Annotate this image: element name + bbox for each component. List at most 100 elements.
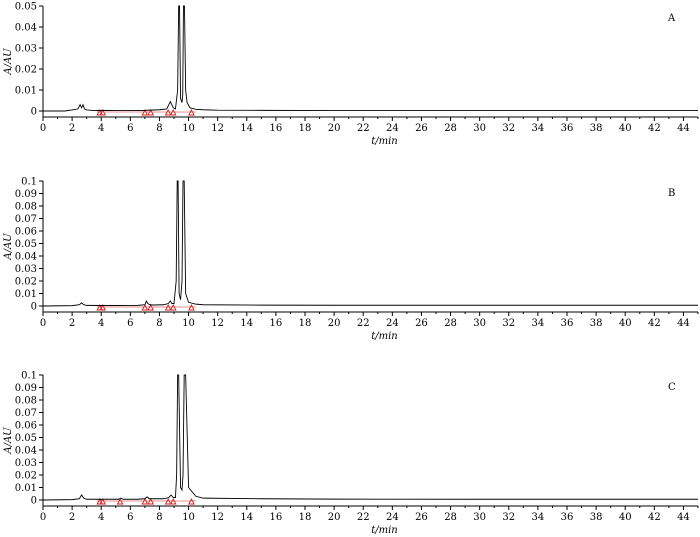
x-tick-label: 0 — [40, 318, 46, 329]
x-tick-label: 16 — [270, 512, 283, 523]
y-tick-label: 0 — [31, 107, 37, 118]
x-tick-label: 4 — [98, 123, 104, 134]
y-tick-label: 0.04 — [15, 446, 37, 457]
x-tick-label: 8 — [156, 318, 162, 329]
peak-marker — [169, 498, 177, 505]
x-tick-label: 30 — [473, 123, 486, 134]
panel-label: B — [668, 188, 675, 199]
x-tick-label: 24 — [386, 318, 399, 329]
y-axis-label: A/AU — [3, 233, 14, 261]
x-tick-label: 2 — [69, 123, 75, 134]
y-tick-label: 0.01 — [15, 483, 37, 494]
x-tick-label: 20 — [328, 512, 341, 523]
x-tick-label: 40 — [619, 512, 632, 523]
peak-marker — [169, 109, 177, 116]
x-tick-label: 28 — [444, 123, 457, 134]
x-tick-label: 0 — [40, 123, 46, 134]
x-tick-label: 34 — [532, 318, 545, 329]
x-axis-label: t/min — [371, 136, 398, 147]
y-tick-label: 0.01 — [15, 289, 37, 300]
y-axis-label: A/AU — [3, 427, 14, 455]
x-tick-label: 12 — [211, 318, 224, 329]
x-tick-label: 38 — [590, 318, 603, 329]
peak-marker — [116, 498, 124, 505]
y-tick-label: 0.05 — [15, 239, 37, 250]
panel-label: A — [667, 13, 676, 24]
peak-marker — [188, 498, 195, 505]
x-tick-label: 22 — [357, 318, 370, 329]
y-tick-label: 0 — [31, 302, 37, 313]
peak-marker — [147, 498, 155, 505]
peak-marker — [99, 304, 107, 311]
x-tick-label: 4 — [98, 512, 104, 523]
x-tick-label: 44 — [677, 318, 690, 329]
x-tick-label: 22 — [357, 512, 370, 523]
x-tick-label: 24 — [386, 123, 399, 134]
x-tick-label: 36 — [561, 318, 574, 329]
y-tick-label: 0.03 — [15, 44, 37, 55]
x-tick-label: 34 — [532, 512, 545, 523]
x-tick-label: 44 — [677, 123, 690, 134]
x-tick-label: 8 — [156, 123, 162, 134]
x-tick-label: 20 — [328, 123, 341, 134]
peak-marker — [141, 109, 149, 116]
y-tick-label: 0.02 — [15, 65, 37, 76]
x-tick-label: 8 — [156, 512, 162, 523]
y-tick-label: 0.08 — [15, 396, 37, 407]
peak-marker — [147, 304, 155, 311]
peak-marker — [164, 304, 172, 311]
chart-panel-B: 0 0.010.02 0.030.04 0.050.06 0.070.08 0.090.1… — [3, 177, 699, 342]
y-axis-label: A/AU — [3, 48, 14, 76]
x-tick-label: 16 — [270, 123, 283, 134]
x-tick-label: 32 — [502, 318, 515, 329]
peak-marker — [99, 109, 107, 116]
peak-marker — [188, 304, 195, 311]
y-tick-label: 0.09 — [15, 383, 37, 394]
x-tick-label: 42 — [648, 123, 661, 134]
x-tick-label: 18 — [299, 123, 312, 134]
y-tick-label: 0.01 — [15, 86, 37, 97]
x-tick-label: 24 — [386, 512, 399, 523]
x-axis-label: t/min — [371, 525, 398, 536]
peak-marker — [169, 304, 177, 311]
x-tick-label: 42 — [648, 318, 661, 329]
y-tick-label: 0.07 — [15, 214, 37, 225]
y-tick-label: 0.1 — [21, 177, 37, 188]
x-tick-label: 20 — [328, 318, 341, 329]
x-tick-label: 26 — [415, 512, 428, 523]
peak-marker — [164, 109, 172, 116]
x-tick-label: 12 — [211, 123, 224, 134]
x-tick-label: 38 — [590, 512, 603, 523]
x-tick-label: 10 — [182, 318, 195, 329]
y-tick-label: 0.04 — [15, 252, 37, 263]
x-tick-label: 18 — [299, 318, 312, 329]
x-tick-label: 14 — [240, 123, 253, 134]
x-tick-label: 30 — [473, 512, 486, 523]
y-tick-label: 0.04 — [15, 23, 37, 34]
x-tick-label: 34 — [532, 123, 545, 134]
x-tick-label: 26 — [415, 318, 428, 329]
x-tick-label: 10 — [182, 512, 195, 523]
y-tick-label: 0.02 — [15, 471, 37, 482]
y-tick-label: 0.02 — [15, 277, 37, 288]
x-tick-label: 30 — [473, 318, 486, 329]
x-tick-label: 28 — [444, 318, 457, 329]
x-tick-label: 0 — [40, 512, 46, 523]
x-tick-label: 16 — [270, 318, 283, 329]
x-tick-label: 6 — [127, 123, 133, 134]
x-tick-label: 44 — [677, 512, 690, 523]
x-tick-label: 6 — [127, 318, 133, 329]
panel-label: C — [668, 382, 676, 393]
peak-marker — [141, 498, 149, 505]
x-tick-label: 6 — [127, 512, 133, 523]
y-tick-label: 0.1 — [21, 371, 37, 382]
peak-marker — [99, 498, 107, 505]
y-tick-label: 0.06 — [15, 421, 37, 432]
x-tick-label: 38 — [590, 123, 603, 134]
y-tick-label: 0.03 — [15, 458, 37, 469]
peak-marker — [188, 109, 195, 116]
chromatogram-trace — [43, 180, 698, 307]
x-axis-label: t/min — [371, 331, 398, 342]
